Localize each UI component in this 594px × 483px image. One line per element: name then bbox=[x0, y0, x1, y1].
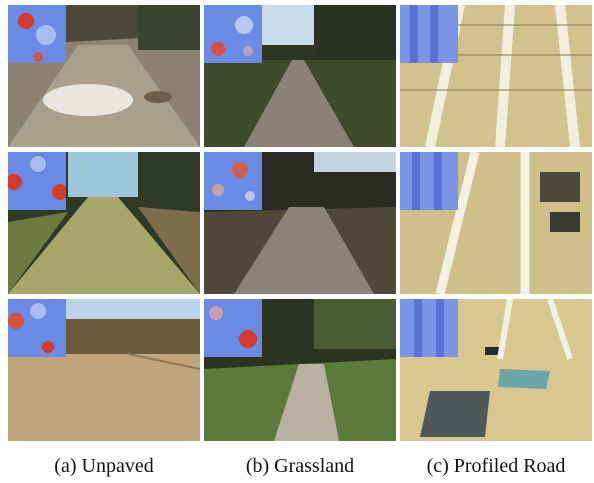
caption-profiled-road: (c) Profiled Road bbox=[426, 455, 566, 477]
heatmap-inset bbox=[204, 152, 262, 210]
heatmap-inset bbox=[204, 5, 262, 63]
image-grid bbox=[8, 5, 592, 445]
heatmap-inset bbox=[400, 299, 458, 357]
grassland-photo-3 bbox=[204, 299, 396, 441]
unpaved-photo-2 bbox=[8, 152, 200, 294]
caption-unpaved: (a) Unpaved bbox=[54, 455, 154, 477]
grassland-photo-1 bbox=[204, 5, 396, 147]
profiled-road-photo-2 bbox=[400, 152, 592, 294]
unpaved-photo-3 bbox=[8, 299, 200, 441]
heatmap-inset bbox=[8, 5, 66, 63]
grassland-photo-2 bbox=[204, 152, 396, 294]
heatmap-inset bbox=[400, 152, 458, 210]
unpaved-photo-1 bbox=[8, 5, 200, 147]
caption-grassland: (b) Grassland bbox=[245, 455, 355, 477]
heatmap-inset bbox=[8, 299, 66, 357]
heatmap-inset bbox=[8, 152, 66, 210]
profiled-road-photo-3 bbox=[400, 299, 592, 441]
profiled-road-photo-1 bbox=[400, 5, 592, 147]
heatmap-inset bbox=[400, 5, 458, 63]
heatmap-inset bbox=[204, 299, 262, 357]
